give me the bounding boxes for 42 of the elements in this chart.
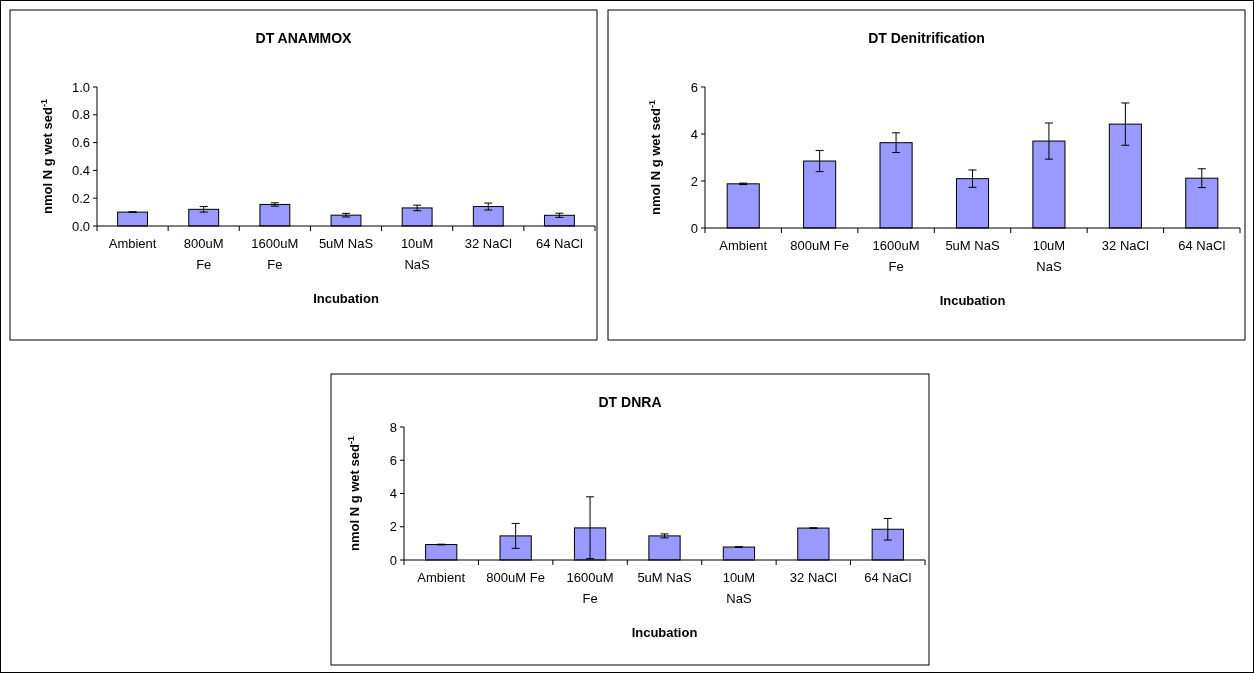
x-axis-title: Incubation	[939, 293, 1006, 308]
x-tick-label: 64 NaCl	[1178, 238, 1226, 253]
x-tick-label: 1600uM Fe	[251, 236, 299, 272]
x-tick-label: 1600uM Fe	[872, 238, 920, 274]
x-tick-label: 64 NaCl	[535, 236, 584, 251]
chart-title: DT ANAMMOX	[255, 30, 353, 46]
x-tick-label: Ambient	[417, 570, 466, 585]
x-tick-label: 5uM NaS	[637, 570, 692, 585]
x-tick-label: 32 NaCl	[1101, 238, 1149, 253]
x-tick-label: 5uM NaS	[318, 236, 374, 251]
y-tick-label: 0.2	[71, 190, 90, 206]
y-tick-label: 0.4	[71, 162, 90, 178]
x-tick-label: 32 NaCl	[789, 570, 837, 585]
y-tick-label: 6	[389, 452, 397, 468]
chart-title: DT DNRA	[598, 394, 662, 410]
x-tick-label: 800uM Fe	[790, 238, 849, 253]
chart-title: DT Denitrification	[868, 30, 985, 46]
x-tick-label: 1600uM Fe	[566, 570, 614, 606]
y-tick-label: 1.0	[71, 79, 90, 95]
x-tick-label: 64 NaCl	[864, 570, 912, 585]
y-tick-label: 0.0	[71, 218, 90, 234]
y-tick-label: 0	[389, 552, 397, 568]
y-tick-label: 0	[690, 220, 698, 236]
x-tick-label: 32 NaCl	[464, 236, 512, 251]
x-tick-label: 800uM Fe	[486, 570, 545, 585]
y-tick-label: 6	[690, 79, 698, 95]
x-tick-label: 10uM NaS	[400, 236, 434, 272]
x-axis-title: Incubation	[631, 625, 698, 640]
y-tick-label: 2	[389, 519, 397, 535]
y-tick-label: 4	[690, 126, 698, 142]
y-tick-label: 2	[690, 173, 698, 189]
y-tick-label: 0.6	[71, 135, 90, 151]
y-tick-label: 4	[389, 486, 397, 502]
y-tick-label: 0.8	[71, 107, 90, 123]
x-tick-label: Ambient	[108, 236, 157, 251]
x-tick-label: Ambient	[719, 238, 768, 253]
y-tick-label: 8	[389, 419, 397, 435]
x-axis-title: Incubation	[313, 291, 379, 306]
x-tick-label: 10uM NaS	[1032, 238, 1066, 274]
x-tick-label: 10uM NaS	[722, 570, 756, 606]
x-tick-label: 800uM Fe	[183, 236, 224, 272]
x-tick-label: 5uM NaS	[945, 238, 1000, 253]
